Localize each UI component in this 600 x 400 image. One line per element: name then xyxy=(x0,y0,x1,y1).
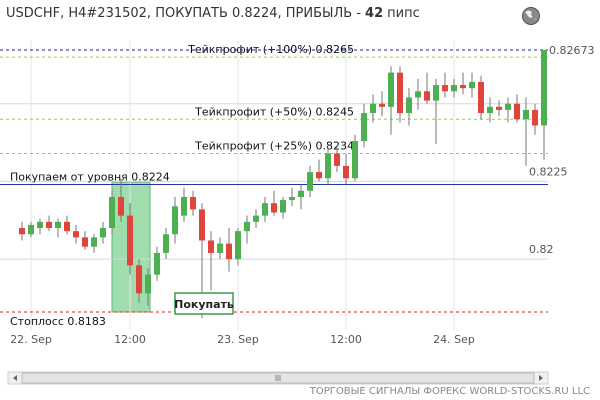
candle-body xyxy=(172,206,178,235)
candle-body xyxy=(136,265,142,294)
candle-body xyxy=(424,91,430,101)
candle-body xyxy=(91,237,97,247)
candle-body xyxy=(280,200,286,213)
candle-body xyxy=(487,106,493,114)
candle-body xyxy=(469,81,475,89)
candle-body xyxy=(55,221,61,229)
candle-body xyxy=(514,103,520,120)
buy-button-label: Покупать xyxy=(174,298,234,311)
candle-body xyxy=(343,165,349,179)
candle-body xyxy=(235,231,241,260)
candle-body xyxy=(433,85,439,101)
candle-body xyxy=(361,113,367,142)
candle-body xyxy=(109,196,115,229)
profit-unit: пипс xyxy=(387,6,420,21)
candle-body xyxy=(199,209,205,241)
candle-body xyxy=(37,221,43,229)
candle-body xyxy=(28,224,34,235)
x-tick-label: 12:00 xyxy=(330,333,362,346)
buy-button[interactable]: Покупать xyxy=(174,292,234,315)
candle-body xyxy=(82,237,88,247)
candle-body xyxy=(388,72,394,107)
level-label: Стоплосс 0.8183 xyxy=(10,315,106,328)
candle-body xyxy=(154,252,160,275)
candle-body xyxy=(208,240,214,253)
candle-body xyxy=(325,153,331,179)
y-tick-label: 0.8225 xyxy=(529,165,568,178)
candle-body xyxy=(127,215,133,266)
level-label: Покупаем от уровня 0.8224 xyxy=(10,171,170,184)
candle-body xyxy=(316,172,322,179)
x-tick-label: 12:00 xyxy=(114,333,146,346)
candle-body xyxy=(190,196,196,210)
candle-body xyxy=(532,109,538,126)
candle-body xyxy=(406,97,412,114)
chart-title: USDCHF, H4#231502, ПОКУПАТЬ 0.8224, ПРИБ… xyxy=(6,6,420,21)
footer: ТОРГОВЫЕ СИГНАЛЫ ФОРЕКС WORLD-STOCKS.RU … xyxy=(309,386,590,397)
globe-icon[interactable] xyxy=(522,7,540,25)
candle-body xyxy=(271,203,277,213)
candle-body xyxy=(379,103,385,107)
candle-body xyxy=(460,85,466,89)
candle-body xyxy=(100,228,106,238)
title-text: USDCHF, H4#231502, ПОКУПАТЬ 0.8224, ПРИБ… xyxy=(6,6,361,21)
candle-body xyxy=(505,103,511,110)
candle-body xyxy=(253,215,259,222)
candle-body xyxy=(352,141,358,179)
x-tick-label: 23. Sep xyxy=(217,333,259,346)
candle-body xyxy=(496,106,502,110)
buy-button-box xyxy=(174,292,234,315)
candle-body xyxy=(523,109,529,120)
current-price-label: 0.82673 xyxy=(549,44,595,57)
candle-body xyxy=(451,85,457,92)
candle-body xyxy=(307,172,313,191)
candle-body xyxy=(19,228,25,235)
profit-value: 42 xyxy=(365,6,383,21)
candle-body xyxy=(145,274,151,294)
candle-body xyxy=(334,153,340,166)
candle-body xyxy=(181,196,187,216)
candle-body xyxy=(541,49,547,126)
candle-body xyxy=(46,221,52,229)
candle-body xyxy=(397,72,403,114)
candle-body xyxy=(442,85,448,92)
candle-body xyxy=(118,196,124,216)
y-tick-label: 0.82 xyxy=(529,243,554,256)
candle-body xyxy=(370,103,376,114)
level-label: Тейкпрофит (+25%) 0.8234 xyxy=(194,139,354,152)
candle-body xyxy=(64,221,70,232)
scrollbar[interactable] xyxy=(7,371,549,385)
candle-body xyxy=(73,231,79,238)
candle-body xyxy=(262,203,268,216)
candle-body xyxy=(163,234,169,253)
level-label: Тейкпрофит (+50%) 0.8245 xyxy=(194,105,354,118)
x-tick-label: 24. Sep xyxy=(433,333,475,346)
candle-body xyxy=(478,81,484,114)
candle-body xyxy=(217,243,223,253)
candle-body xyxy=(289,196,295,201)
candle-body xyxy=(298,190,304,197)
candle-body xyxy=(415,91,421,98)
x-tick-label: 22. Sep xyxy=(10,333,52,346)
candle-body xyxy=(226,243,232,260)
candle-body xyxy=(244,221,250,232)
